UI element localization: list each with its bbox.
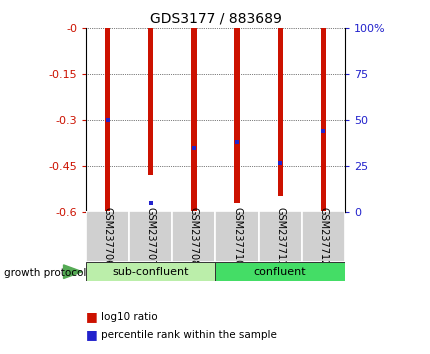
Bar (301, 211, 344, 262)
Bar (320, 28, 325, 211)
Bar (86, 262, 215, 281)
Text: sub-confluent: sub-confluent (112, 267, 189, 277)
Polygon shape (63, 265, 82, 279)
Bar (234, 28, 239, 203)
Text: confluent: confluent (253, 267, 306, 277)
Text: GSM237707: GSM237707 (145, 207, 156, 266)
Text: GSM237710: GSM237710 (231, 207, 242, 266)
Text: GSM237706: GSM237706 (102, 207, 113, 266)
Bar (148, 28, 153, 175)
Text: growth protocol: growth protocol (4, 268, 86, 278)
Bar (215, 262, 344, 281)
Title: GDS3177 / 883689: GDS3177 / 883689 (149, 12, 281, 26)
Text: ■: ■ (86, 328, 98, 341)
Text: GSM237711: GSM237711 (274, 207, 285, 266)
Bar (172, 211, 215, 262)
Bar (191, 28, 196, 213)
Bar (277, 28, 282, 196)
Text: percentile rank within the sample: percentile rank within the sample (101, 330, 276, 339)
Text: GSM237708: GSM237708 (188, 207, 199, 266)
Bar (86, 211, 129, 262)
Bar (105, 28, 110, 213)
Text: ■: ■ (86, 310, 98, 323)
Bar (215, 211, 258, 262)
Text: GSM237712: GSM237712 (317, 207, 328, 266)
Text: log10 ratio: log10 ratio (101, 312, 157, 322)
Bar (129, 211, 172, 262)
Bar (258, 211, 301, 262)
